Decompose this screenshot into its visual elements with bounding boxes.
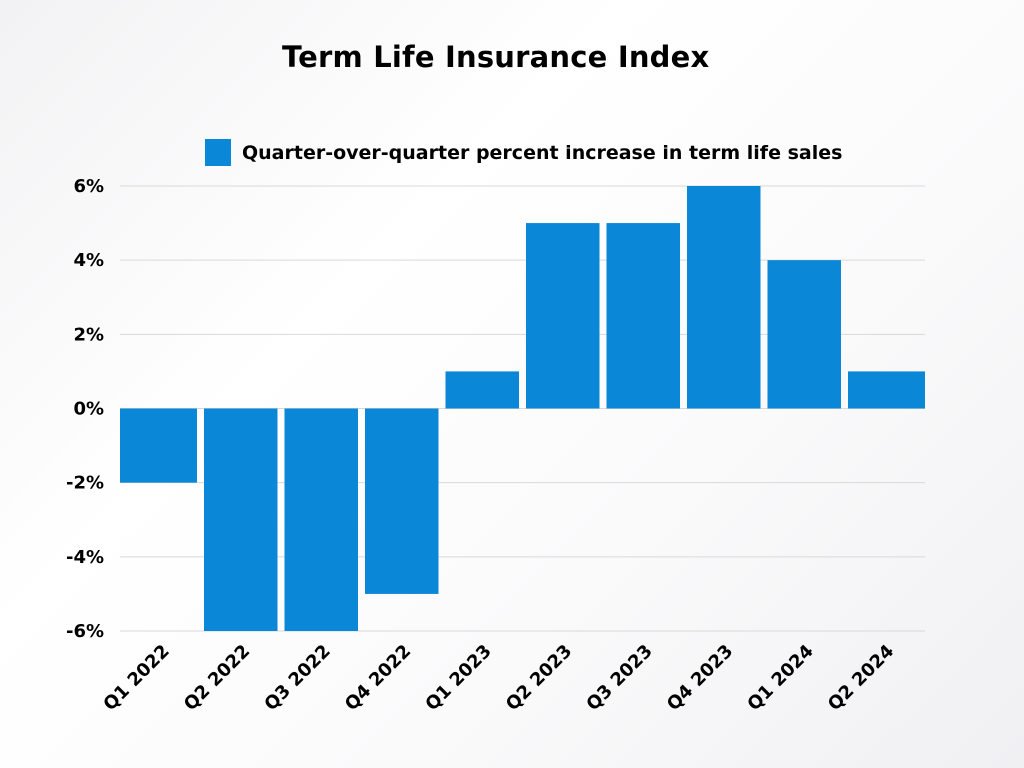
bar xyxy=(848,371,925,409)
y-tick-label: 4% xyxy=(73,250,104,271)
y-tick-label: -2% xyxy=(66,473,104,494)
x-tick-label: Q1 2022 xyxy=(99,641,173,715)
x-tick-label: Q2 2024 xyxy=(824,641,898,715)
chart-title: Term Life Insurance Index xyxy=(282,40,710,74)
bar xyxy=(687,186,761,409)
x-tick-label: Q1 2023 xyxy=(421,641,495,715)
legend-label: Quarter-over-quarter percent increase in… xyxy=(242,141,843,164)
bar xyxy=(204,408,278,631)
bar xyxy=(445,371,519,409)
bar xyxy=(606,223,680,409)
x-tick-label: Q2 2023 xyxy=(502,641,576,715)
x-tick-label: Q1 2024 xyxy=(743,641,817,715)
bar xyxy=(120,408,197,483)
legend-swatch xyxy=(205,139,231,166)
bar xyxy=(284,408,358,631)
y-axis-ticks: 6% 4% 2% 0% -2% -4% -6% xyxy=(66,176,104,642)
y-tick-label: -6% xyxy=(66,621,104,642)
y-tick-label: 6% xyxy=(73,176,104,197)
x-axis-ticks: Q1 2022 Q2 2022 Q3 2022 Q4 2022 Q1 2023 Q2 20… xyxy=(99,641,898,715)
x-tick-label: Q3 2022 xyxy=(260,641,334,715)
x-tick-label: Q3 2023 xyxy=(582,641,656,715)
x-tick-label: Q4 2022 xyxy=(341,641,415,715)
x-tick-label: Q4 2023 xyxy=(663,641,737,715)
y-tick-label: 2% xyxy=(73,324,104,345)
bar xyxy=(365,408,439,594)
y-tick-label: -4% xyxy=(66,547,104,568)
y-tick-label: 0% xyxy=(73,399,104,420)
x-tick-label: Q2 2022 xyxy=(180,641,254,715)
bar xyxy=(767,260,841,409)
bar xyxy=(526,223,600,409)
chart-legend: Quarter-over-quarter percent increase in… xyxy=(205,139,842,166)
bars xyxy=(120,186,925,631)
